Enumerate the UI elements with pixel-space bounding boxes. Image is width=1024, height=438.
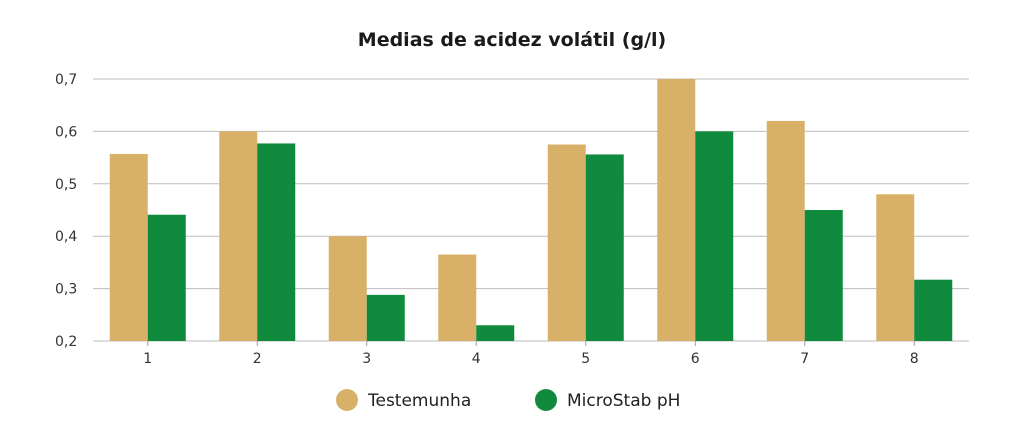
legend-label: MicroStab pH (567, 391, 680, 411)
bar-testemunha (547, 144, 586, 341)
y-axis-ticks: 0,2 0,3 0,4 0,5 0,6 0,7 (55, 72, 77, 350)
legend-swatch (336, 389, 358, 411)
bar-microstab-ph (585, 154, 624, 341)
bar-microstab-ph (914, 279, 953, 341)
bar-microstab-ph (804, 210, 843, 341)
bar-testemunha (657, 79, 696, 341)
bars (109, 79, 953, 341)
y-tick-label: 0,3 (55, 282, 77, 298)
x-axis-ticks: 1 2 3 4 5 6 7 8 (143, 341, 919, 367)
bar-testemunha (328, 236, 367, 341)
bar-microstab-ph (476, 325, 515, 341)
x-tick-label: 7 (800, 351, 809, 367)
x-tick-label: 2 (253, 351, 262, 367)
y-tick-label: 0,7 (55, 72, 77, 88)
legend-label: Testemunha (367, 391, 471, 411)
x-tick-label: 5 (581, 351, 590, 367)
x-tick-label: 3 (362, 351, 371, 367)
bar-testemunha (766, 120, 805, 341)
bar-microstab-ph (257, 143, 296, 341)
bar-testemunha (109, 153, 148, 341)
bar-microstab-ph (695, 131, 734, 341)
legend-swatch (535, 389, 557, 411)
bar-microstab-ph (147, 214, 186, 341)
x-tick-label: 4 (472, 351, 481, 367)
y-tick-label: 0,5 (55, 177, 77, 193)
x-tick-label: 8 (910, 351, 919, 367)
bar-testemunha (219, 131, 258, 341)
y-tick-label: 0,4 (55, 229, 77, 245)
y-tick-label: 0,6 (55, 124, 77, 140)
x-tick-label: 1 (143, 351, 152, 367)
bar-microstab-ph (366, 294, 405, 341)
legend: Testemunha MicroStab pH (336, 389, 680, 411)
y-tick-label: 0,2 (55, 334, 77, 350)
bar-testemunha (438, 254, 477, 341)
bar-testemunha (876, 194, 915, 341)
x-tick-label: 6 (691, 351, 700, 367)
chart-title: Medias de acidez volátil (g/l) (358, 29, 666, 51)
